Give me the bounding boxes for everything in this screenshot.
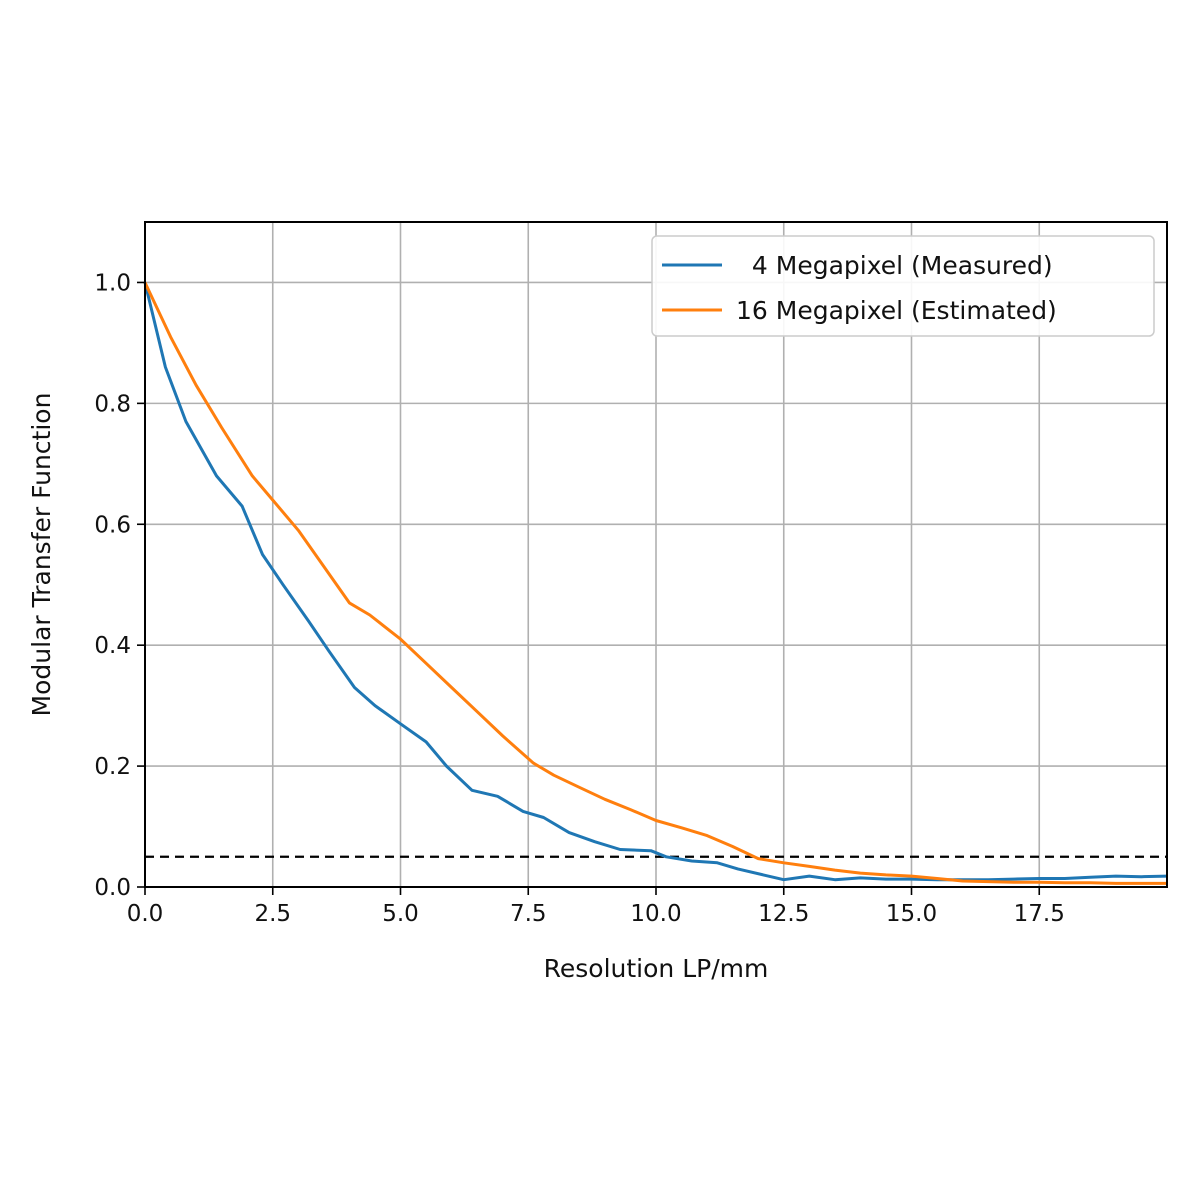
x-axis-title: Resolution LP/mm [544,954,769,983]
y-tick-label: 0.0 [94,875,131,901]
series-line-1 [143,282,1168,882]
x-tick-label: 12.5 [758,901,809,927]
x-tick-label: 17.5 [1014,901,1065,927]
y-tick-label: 1.0 [94,270,131,296]
axis-ticks: 0.0 2.5 5.0 7.5 10.0 12.5 15.0 17.5 0.0 0.2 0.4 0.6… [94,270,1064,927]
legend-label-2: 16 Megapixel (Estimated) [736,296,1057,325]
x-tick-label: 0.0 [127,901,164,927]
x-tick-label: 2.5 [254,901,291,927]
series-line-2 [143,281,1167,885]
x-tick-label: 10.0 [630,901,681,927]
y-tick-label: 0.6 [94,512,131,538]
y-axis-title: Modular Transfer Function [27,393,56,717]
y-tick-label: 0.8 [94,391,131,417]
x-tick-label: 7.5 [510,901,547,927]
x-tick-label: 5.0 [382,901,419,927]
x-tick-label: 15.0 [886,901,937,927]
y-tick-label: 0.2 [94,754,131,780]
y-tick-label: 0.4 [94,633,131,659]
series-lines [143,281,1168,885]
legend-box [651,235,1155,337]
legend-label-1: 4 Megapixel (Measured) [736,251,1053,280]
legend: 4 Megapixel (Measured) 16 Megapixel (Esti… [651,235,1155,337]
